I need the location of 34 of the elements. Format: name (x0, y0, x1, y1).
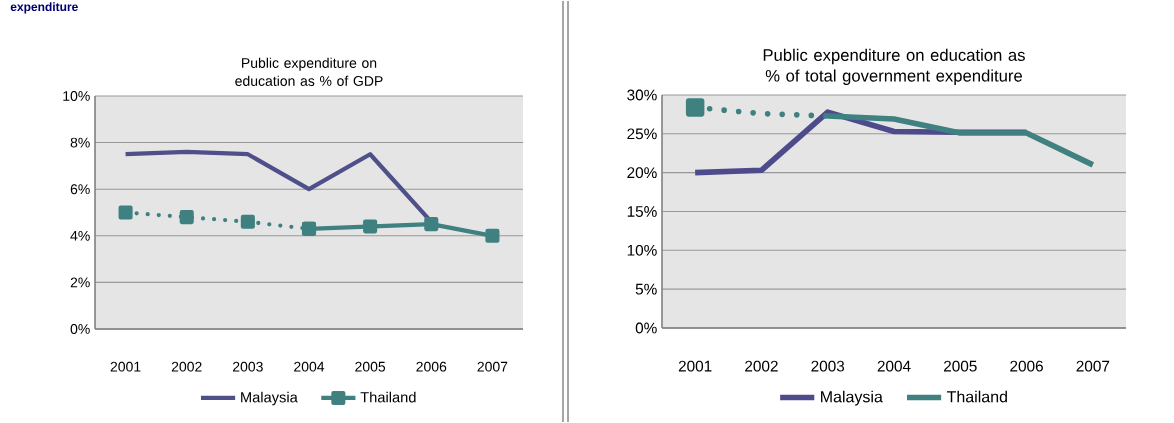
x-tick-label: 2005 (944, 360, 977, 372)
y-tick-label: 8% (70, 137, 90, 148)
y-tick-label: 0% (70, 324, 90, 334)
y-tick-label: 4% (70, 230, 90, 241)
chart-title: Public expenditure on education as % of total government expenditure (763, 48, 1025, 85)
y-tick-label: 10% (63, 91, 90, 101)
x-tick-label: 2003 (811, 360, 845, 372)
chart-title: Public expenditure on education as % of GDP (235, 57, 383, 86)
y-tick-label: 25% (627, 128, 657, 140)
x-tick-label: 2003 (233, 361, 263, 372)
text: expenditure (10, 2, 78, 14)
x-tick-label: 2002 (745, 360, 778, 372)
x-tick-label: 2005 (355, 361, 386, 372)
x-tick-label: 2002 (171, 361, 202, 372)
y-tick-label: 6% (70, 184, 90, 195)
legend-label: Thailand (946, 390, 1007, 403)
x-tick-label: 2004 (877, 360, 911, 372)
y-tick-label: 2% (70, 277, 90, 288)
x-tick-label: 2006 (1010, 360, 1043, 372)
y-tick-label: 30% (627, 89, 657, 101)
x-tick-label: 2001 (678, 360, 712, 372)
y-tick-label: 20% (627, 167, 657, 179)
y-tick-label: 10% (627, 244, 657, 256)
x-tick-label: 2006 (416, 361, 447, 372)
y-tick-label: 5% (635, 283, 657, 295)
legend-label: Malaysia (821, 390, 883, 406)
x-tick-label: 2004 (294, 361, 325, 372)
y-tick-label: 15% (627, 206, 657, 217)
legend-label: Thailand (360, 391, 416, 403)
x-tick-label: 2007 (1076, 360, 1110, 372)
y-tick-label: 0% (635, 322, 657, 334)
legend-label: Malaysia (241, 391, 298, 406)
x-tick-label: 2007 (477, 361, 508, 372)
x-tick-label: 2001 (110, 361, 141, 372)
